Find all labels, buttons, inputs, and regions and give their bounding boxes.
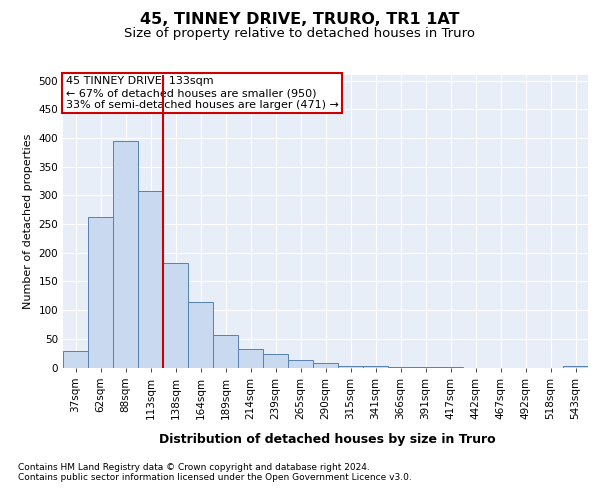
Bar [563,366,588,368]
Text: Contains HM Land Registry data © Crown copyright and database right 2024.: Contains HM Land Registry data © Crown c… [18,462,370,471]
Bar [63,352,88,368]
Bar [363,366,388,368]
Bar [263,354,288,368]
Bar [438,367,463,368]
Y-axis label: Number of detached properties: Number of detached properties [23,134,33,309]
Text: Contains public sector information licensed under the Open Government Licence v3: Contains public sector information licen… [18,472,412,482]
Bar [313,364,338,368]
Bar [88,216,113,368]
Text: 45 TINNEY DRIVE: 133sqm
← 67% of detached houses are smaller (950)
33% of semi-d: 45 TINNEY DRIVE: 133sqm ← 67% of detache… [65,76,338,110]
Bar [163,263,188,368]
Bar [113,141,138,368]
Bar [288,360,313,368]
Bar [238,349,263,368]
Bar [213,335,238,368]
Bar [188,302,213,368]
Bar [413,367,438,368]
Bar [338,366,363,368]
Text: 45, TINNEY DRIVE, TRURO, TR1 1AT: 45, TINNEY DRIVE, TRURO, TR1 1AT [140,12,460,28]
Bar [388,367,413,368]
Bar [138,191,163,368]
Text: Distribution of detached houses by size in Truro: Distribution of detached houses by size … [158,432,496,446]
Text: Size of property relative to detached houses in Truro: Size of property relative to detached ho… [125,28,476,40]
